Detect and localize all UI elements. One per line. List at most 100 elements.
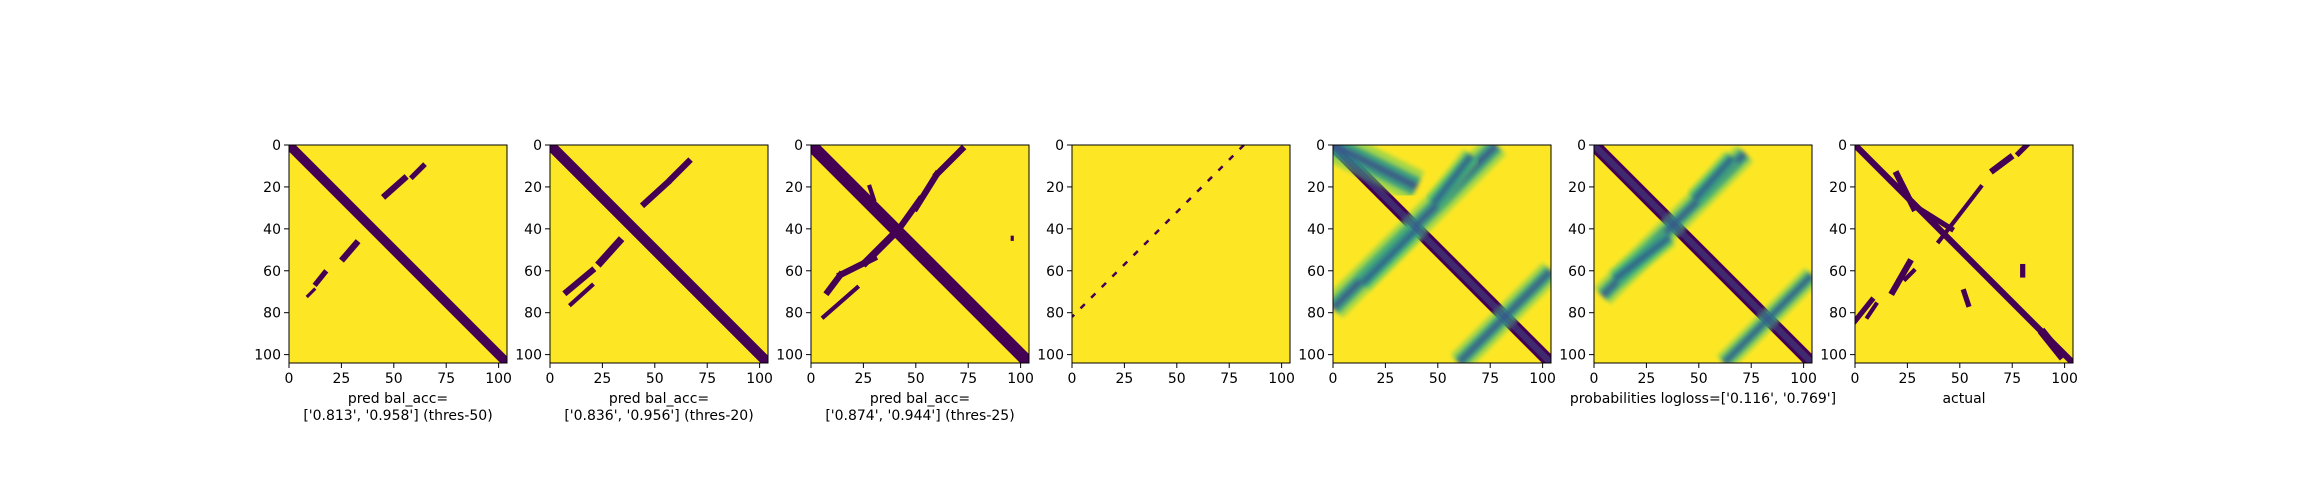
heatmap-cell-band — [568, 282, 595, 308]
x-tick-label: 25 — [854, 371, 872, 387]
heatmap-cells — [1594, 145, 1812, 363]
axes-frame — [810, 144, 1030, 364]
axes-frame — [549, 144, 769, 364]
x-tick-label: 0 — [285, 371, 294, 387]
heatmap-cell-band — [562, 266, 597, 297]
probability-band — [1608, 229, 1676, 288]
heatmap-cell-band — [867, 184, 877, 203]
x-tick-label: 100 — [2051, 371, 2078, 387]
heatmap-cell-band — [339, 239, 361, 263]
x-tick-label: 0 — [1851, 371, 1860, 387]
y-tick-label: 100 — [1298, 348, 1325, 364]
x-tick-label: 25 — [593, 371, 611, 387]
y-tick-label: 40 — [524, 222, 542, 238]
heatmap-cell-band — [1960, 288, 1972, 308]
y-tick-label: 60 — [1307, 264, 1325, 280]
x-axis-label: pred bal_acc= — [609, 391, 709, 407]
y-tick-label: 100 — [1037, 348, 1064, 364]
heatmap-cell-band — [380, 174, 409, 200]
x-tick-label: 75 — [437, 371, 455, 387]
y-tick-label: 100 — [1820, 348, 1847, 364]
heatmap-cell-band — [932, 145, 967, 179]
y-tick-label: 60 — [1568, 264, 1586, 280]
heatmap-cells — [550, 145, 768, 363]
heatmap-cell-band — [667, 157, 693, 183]
x-tick-label: 100 — [1790, 371, 1817, 387]
y-tick-label: 80 — [1307, 306, 1325, 322]
y-tick-label: 0 — [794, 138, 803, 154]
y-tick-label: 20 — [785, 180, 803, 196]
x-axis-label: ['0.836', '0.956'] (thres-20) — [564, 408, 753, 424]
x-tick-label: 75 — [2003, 371, 2021, 387]
x-tick-label: 75 — [1481, 371, 1499, 387]
x-tick-label: 75 — [1220, 371, 1238, 387]
y-tick-label: 20 — [263, 180, 281, 196]
x-tick-label: 25 — [1376, 371, 1394, 387]
x-tick-label: 25 — [1115, 371, 1133, 387]
x-tick-label: 0 — [1068, 371, 1077, 387]
heatmap-cell-band — [1855, 145, 2073, 363]
y-tick-label: 100 — [515, 348, 542, 364]
heatmap-cell-band — [639, 178, 672, 209]
probability-band — [1333, 145, 1425, 202]
y-tick-label: 60 — [785, 264, 803, 280]
x-tick-label: 100 — [485, 371, 512, 387]
x-tick-label: 25 — [1898, 371, 1916, 387]
y-tick-label: 80 — [1046, 306, 1064, 322]
x-tick-label: 100 — [1268, 371, 1295, 387]
heatmap-cells — [289, 145, 507, 363]
y-tick-label: 100 — [1559, 348, 1586, 364]
y-tick-label: 0 — [1577, 138, 1586, 154]
x-tick-label: 50 — [1168, 371, 1186, 387]
heatmap-cell-band — [1864, 301, 1879, 320]
y-tick-label: 40 — [263, 222, 281, 238]
y-tick-label: 20 — [1568, 180, 1586, 196]
x-tick-label: 50 — [1951, 371, 1969, 387]
heatmap-cells — [1333, 145, 1551, 363]
heatmap-cell-band — [305, 287, 317, 299]
heatmap-cell-band — [2014, 145, 2031, 158]
y-tick-label: 0 — [1838, 138, 1847, 154]
y-tick-label: 40 — [1046, 222, 1064, 238]
heatmap-cell-band — [1072, 145, 1245, 318]
y-tick-label: 40 — [785, 222, 803, 238]
y-tick-label: 0 — [1316, 138, 1325, 154]
probability-band — [1594, 145, 1812, 363]
probability-band — [1355, 221, 1424, 291]
y-tick-label: 0 — [1055, 138, 1064, 154]
heatmap-cell-band — [312, 269, 329, 288]
y-tick-label: 40 — [1307, 222, 1325, 238]
y-tick-label: 60 — [1046, 264, 1064, 280]
y-tick-label: 20 — [1046, 180, 1064, 196]
heatmap-cell-band — [1914, 204, 1956, 233]
heatmap-cell-band — [894, 195, 925, 234]
probability-band — [1425, 149, 1480, 210]
x-tick-label: 0 — [546, 371, 555, 387]
y-tick-label: 0 — [533, 138, 542, 154]
heatmap-cell-band — [2037, 327, 2067, 361]
x-tick-label: 75 — [959, 371, 977, 387]
heatmap-cell-band — [811, 145, 1029, 363]
heatmap-cells — [1072, 145, 1245, 318]
probability-band — [1333, 145, 1551, 363]
axes-frame — [1854, 144, 2074, 364]
y-tick-label: 0 — [272, 138, 281, 154]
axes-frame — [1332, 144, 1552, 364]
x-tick-label: 25 — [1637, 371, 1655, 387]
heatmap-cell-band — [1888, 258, 1914, 297]
axes-frame — [1071, 144, 1291, 364]
x-tick-label: 50 — [1690, 371, 1708, 387]
x-axis-label: probabilities logloss=['0.116', '0.769'] — [1570, 391, 1836, 407]
y-tick-label: 100 — [254, 348, 281, 364]
x-tick-label: 100 — [1529, 371, 1556, 387]
axes-frame — [288, 144, 508, 364]
x-tick-label: 0 — [1590, 371, 1599, 387]
x-tick-label: 50 — [907, 371, 925, 387]
x-axis-label: pred bal_acc= — [348, 391, 448, 407]
x-tick-label: 50 — [385, 371, 403, 387]
